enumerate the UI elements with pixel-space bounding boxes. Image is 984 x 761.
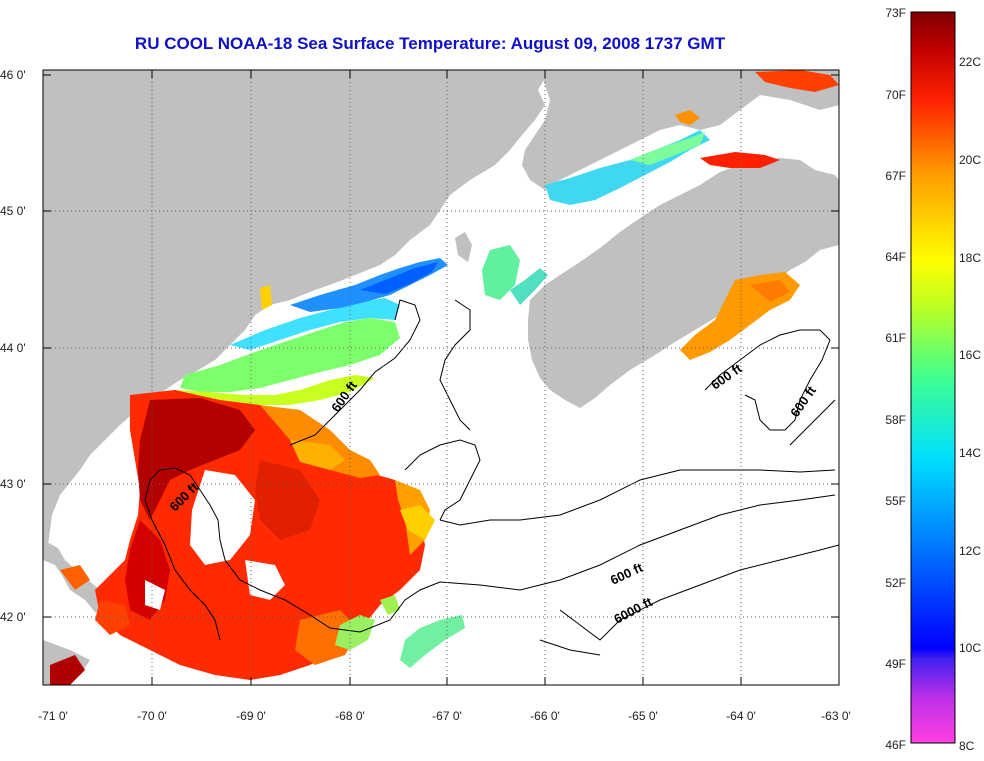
colorbar-c-label: 8C bbox=[959, 739, 975, 753]
tick-marks bbox=[43, 70, 839, 685]
lon-label: -63 0' bbox=[821, 709, 851, 723]
lon-label: -68 0' bbox=[335, 709, 365, 723]
colorbar-c-label: 16C bbox=[959, 348, 981, 362]
lat-label: 44 0' bbox=[0, 341, 26, 355]
colorbar-c-label: 14C bbox=[959, 446, 981, 460]
lon-label: -69 0' bbox=[236, 709, 266, 723]
sst-data bbox=[50, 70, 839, 685]
lat-label: 42 0' bbox=[0, 610, 26, 624]
colorbar-f-label: 49F bbox=[885, 657, 906, 671]
colorbar-f-label: 73F bbox=[885, 6, 906, 20]
land-island bbox=[455, 232, 472, 262]
colorbar-f-label: 55F bbox=[885, 494, 906, 508]
colorbar-f-label: 67F bbox=[885, 169, 906, 183]
lon-label: -70 0' bbox=[137, 709, 167, 723]
map-frame bbox=[42, 69, 840, 686]
colorbar-c-label: 18C bbox=[959, 251, 981, 265]
colorbar-f-label: 58F bbox=[885, 413, 906, 427]
lon-label: -65 0' bbox=[628, 709, 658, 723]
colorbar-c-label: 22C bbox=[959, 55, 981, 69]
colorbar-f-label: 46F bbox=[885, 738, 906, 752]
colorbar-f-label: 52F bbox=[885, 576, 906, 590]
longitude-labels: -71 0' -70 0' -69 0' -68 0' -67 0' -66 0… bbox=[38, 709, 851, 723]
colorbar-c-label: 20C bbox=[959, 153, 981, 167]
colorbar-f-label: 64F bbox=[885, 250, 906, 264]
colorbar-f-label: 70F bbox=[885, 88, 906, 102]
lon-label: -71 0' bbox=[38, 709, 68, 723]
graticule bbox=[43, 70, 839, 685]
land-new-brunswick bbox=[522, 70, 839, 190]
colorbar-c-label: 10C bbox=[959, 641, 981, 655]
lat-label: 45 0' bbox=[0, 204, 26, 218]
map-content bbox=[43, 70, 839, 685]
colorbar bbox=[910, 11, 956, 744]
lat-label: 46 0' bbox=[0, 68, 26, 82]
lat-label: 43 0' bbox=[0, 477, 26, 491]
lon-label: -67 0' bbox=[432, 709, 462, 723]
colorbar-c-label: 12C bbox=[959, 544, 981, 558]
colorbar-fahrenheit-labels: 73F 70F 67F 64F 61F 58F 55F 52F 49F 46F bbox=[885, 6, 906, 752]
lon-label: -64 0' bbox=[726, 709, 756, 723]
latitude-labels: 46 0' 45 0' 44 0' 43 0' 42 0' bbox=[0, 68, 26, 624]
land-nova-scotia bbox=[528, 158, 839, 408]
land-maine bbox=[43, 70, 545, 560]
colorbar-f-label: 61F bbox=[885, 331, 906, 345]
colorbar-celsius-labels: 22C 20C 18C 16C 14C 12C 10C 8C bbox=[959, 55, 981, 753]
lon-label: -66 0' bbox=[530, 709, 560, 723]
contours bbox=[144, 299, 839, 656]
map-title: RU COOL NOAA-18 Sea Surface Temperature:… bbox=[134, 34, 726, 53]
